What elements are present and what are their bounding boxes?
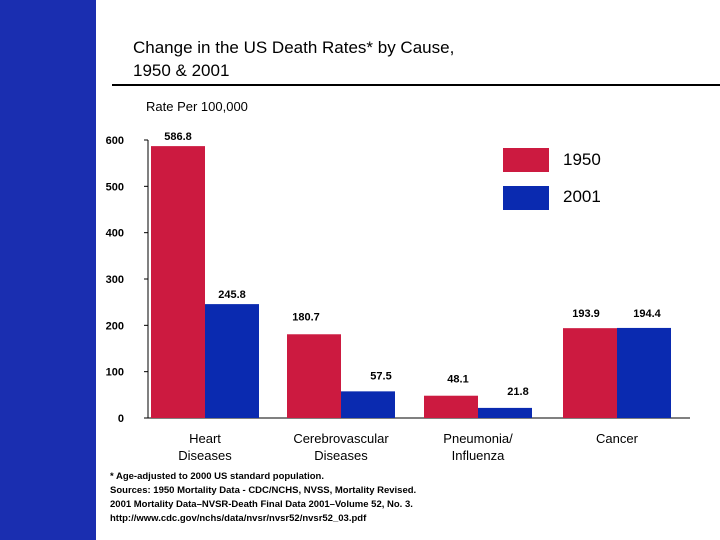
chart-title-line-1: Change in the US Death Rates* by Cause, xyxy=(133,38,455,57)
category-label-line-2: Diseases xyxy=(178,448,232,463)
category-label-line-1: Pneumonia/ xyxy=(443,431,513,446)
bar-pneumonia-influenza-2001 xyxy=(478,407,532,418)
chart-title-line-2: 1950 & 2001 xyxy=(133,61,230,80)
data-label-cerebrovascular-diseases-2001: 57.5 xyxy=(370,370,391,382)
category-label-cancer: Cancer xyxy=(542,430,692,447)
chart-title: Change in the US Death Rates* by Cause, … xyxy=(133,36,713,82)
data-label-cancer-1950: 193.9 xyxy=(572,308,600,320)
bar-cerebrovascular-diseases-1950 xyxy=(287,334,341,418)
category-label-line-1: Heart xyxy=(189,431,221,446)
category-label-line-2: Diseases xyxy=(314,448,368,463)
y-axis-label: Rate Per 100,000 xyxy=(146,99,248,114)
data-label-cerebrovascular-diseases-1950: 180.7 xyxy=(292,311,320,323)
y-tick-label: 100 xyxy=(106,367,124,379)
data-label-pneumonia-influenza-2001: 21.8 xyxy=(507,386,528,398)
category-label-line-2: Influenza xyxy=(451,448,505,463)
category-label-cerebrovascular-diseases: Cerebrovascular Diseases xyxy=(266,430,416,464)
data-label-heart-diseases-1950: 586.8 xyxy=(164,131,192,143)
bar-cerebrovascular-diseases-2001 xyxy=(341,391,395,418)
legend-swatch-1950 xyxy=(503,148,549,172)
bar-heart-diseases-2001 xyxy=(205,304,259,418)
footnote-line-3: 2001 Mortality Data–NVSR-Death Final Dat… xyxy=(110,499,413,510)
y-tick-label: 300 xyxy=(106,274,124,286)
legend-swatch-2001 xyxy=(503,186,549,210)
bar-heart-diseases-1950 xyxy=(151,146,205,418)
data-label-pneumonia-influenza-1950: 48.1 xyxy=(447,374,468,386)
y-tick-label: 500 xyxy=(106,181,124,193)
bar-cancer-2001 xyxy=(617,327,671,418)
category-label-pneumonia-influenza: Pneumonia/Influenza xyxy=(403,430,553,464)
side-color-band xyxy=(0,0,96,540)
footnote-line-2: Sources: 1950 Mortality Data - CDC/NCHS,… xyxy=(110,485,417,496)
y-tick-label: 0 xyxy=(118,413,124,425)
y-tick-label: 600 xyxy=(106,135,124,147)
category-label-heart-diseases: Heart Diseases xyxy=(130,430,280,464)
legend-label-2001: 2001 xyxy=(563,187,601,206)
data-label-heart-diseases-2001: 245.8 xyxy=(218,289,246,301)
y-tick-label: 400 xyxy=(106,228,124,240)
bar-pneumonia-influenza-1950 xyxy=(424,395,478,418)
title-underline xyxy=(112,84,720,86)
bar-cancer-1950 xyxy=(563,328,617,418)
footnote-line-1: * Age-adjusted to 2000 US standard popul… xyxy=(110,471,324,482)
footnote-line-4: http://www.cdc.gov/nchs/data/nvsr/nvsr52… xyxy=(110,513,367,524)
category-label-line-1: Cerebrovascular xyxy=(293,431,389,446)
category-label-line-1: Cancer xyxy=(596,431,638,446)
footnote: * Age-adjusted to 2000 US standard popul… xyxy=(110,470,710,526)
y-tick-label: 200 xyxy=(106,320,124,332)
legend-label-1950: 1950 xyxy=(563,150,601,169)
data-label-cancer-2001: 194.4 xyxy=(633,308,661,320)
